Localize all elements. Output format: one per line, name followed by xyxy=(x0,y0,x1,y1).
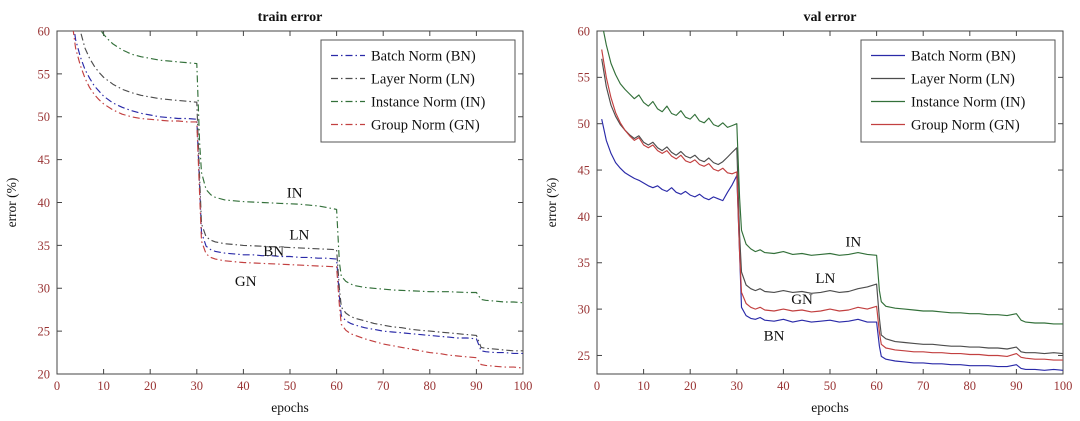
x-tick-label: 60 xyxy=(330,379,343,393)
y-tick-label: 45 xyxy=(38,153,51,167)
legend-label: Layer Norm (LN) xyxy=(911,72,1015,88)
curve-annotation: LN xyxy=(289,227,309,243)
x-tick-label: 20 xyxy=(144,379,157,393)
series-line xyxy=(79,31,523,352)
train-error-chart: 0 10 20 30 40 50 60 70 80 90 100 20 25 30 35 40 45 50 55 60… xyxy=(4,10,533,415)
y-tick-label: 35 xyxy=(578,256,591,270)
x-tick-label: 10 xyxy=(637,379,650,393)
curve-annotation: IN xyxy=(287,185,303,201)
y-tick-label: 25 xyxy=(38,325,51,339)
curve-annotation: IN xyxy=(845,235,861,251)
legend-label: Batch Norm (BN) xyxy=(911,49,1016,65)
val-error-chart-panel: 0 10 20 30 40 50 60 70 80 90 100 25 30 35 40 45 50 55 60 va… xyxy=(540,0,1080,421)
legend-label: Instance Norm (IN) xyxy=(911,95,1026,111)
y-tick-label: 60 xyxy=(578,24,591,38)
legend-box xyxy=(320,39,516,143)
y-tick-label: 20 xyxy=(38,367,51,381)
y-tick-label: 40 xyxy=(38,196,51,210)
x-tick-label: 70 xyxy=(917,379,930,393)
x-tick-label: 30 xyxy=(191,379,204,393)
legend: Batch Norm (BN) Layer Norm (LN) Instance N… xyxy=(860,39,1056,143)
x-tick-label: 90 xyxy=(470,379,483,393)
y-tick-label: 60 xyxy=(38,24,51,38)
series-group xyxy=(601,31,1063,371)
x-tick-label: 50 xyxy=(824,379,837,393)
curve-annotation: BN xyxy=(764,328,785,344)
val-error-chart: 0 10 20 30 40 50 60 70 80 90 100 25 30 35 40 45 50 55 60 va… xyxy=(540,0,1080,421)
x-tick-label: 0 xyxy=(54,379,60,393)
x-tick-label: 100 xyxy=(1054,379,1073,393)
x-tick-label: 0 xyxy=(594,379,600,393)
x-tick-label: 90 xyxy=(1010,379,1023,393)
legend-label: Group Norm (GN) xyxy=(911,118,1020,134)
curve-annotation: GN xyxy=(235,274,257,290)
y-tick-label: 30 xyxy=(38,282,51,296)
series-line xyxy=(72,31,523,369)
x-tick-label: 30 xyxy=(731,379,744,393)
series-line xyxy=(601,118,1063,371)
y-tick-label: 25 xyxy=(578,349,591,363)
series-line xyxy=(100,31,523,304)
x-tick-label: 20 xyxy=(684,379,697,393)
chart-title: train error xyxy=(258,10,323,25)
curve-annotation: LN xyxy=(815,271,835,287)
curve-annotation: GN xyxy=(791,292,813,308)
x-tick-label: 60 xyxy=(870,379,883,393)
x-tick-label: 40 xyxy=(777,379,790,393)
legend-label: Group Norm (GN) xyxy=(371,118,480,134)
y-tick-label: 40 xyxy=(578,210,591,224)
x-tick-label: 50 xyxy=(284,379,297,393)
y-tick-label: 30 xyxy=(578,302,591,316)
legend: Batch Norm (BN) Layer Norm (LN) Instance N… xyxy=(320,39,516,143)
x-axis-label: epochs xyxy=(271,400,309,415)
y-tick-label: 50 xyxy=(578,117,591,131)
legend-label: Layer Norm (LN) xyxy=(371,72,475,88)
x-tick-label: 80 xyxy=(424,379,437,393)
y-tick-label: 45 xyxy=(578,163,591,177)
legend-label: Instance Norm (IN) xyxy=(371,95,486,111)
y-tick-label: 35 xyxy=(38,239,51,253)
y-axis-label: error (%) xyxy=(544,178,559,228)
series-group xyxy=(72,31,523,369)
y-axis-label: error (%) xyxy=(4,178,19,228)
x-tick-label: 80 xyxy=(964,379,977,393)
y-tick-label: 50 xyxy=(38,110,51,124)
x-tick-label: 100 xyxy=(514,379,533,393)
x-axis-label: epochs xyxy=(811,400,849,415)
chart-title: val error xyxy=(804,10,857,25)
series-line xyxy=(601,58,1063,355)
y-tick-label: 55 xyxy=(38,67,51,81)
train-error-chart-panel: 0 10 20 30 40 50 60 70 80 90 100 20 25 30 35 40 45 50 55 60… xyxy=(4,10,533,415)
x-tick-label: 40 xyxy=(237,379,250,393)
x-tick-label: 10 xyxy=(97,379,110,393)
y-tick-label: 55 xyxy=(578,71,591,85)
legend-label: Batch Norm (BN) xyxy=(371,49,476,65)
series-line xyxy=(602,31,1063,325)
legend-box xyxy=(860,39,1056,143)
x-tick-label: 70 xyxy=(377,379,390,393)
curve-annotation: BN xyxy=(263,244,284,260)
series-line xyxy=(601,49,1063,361)
